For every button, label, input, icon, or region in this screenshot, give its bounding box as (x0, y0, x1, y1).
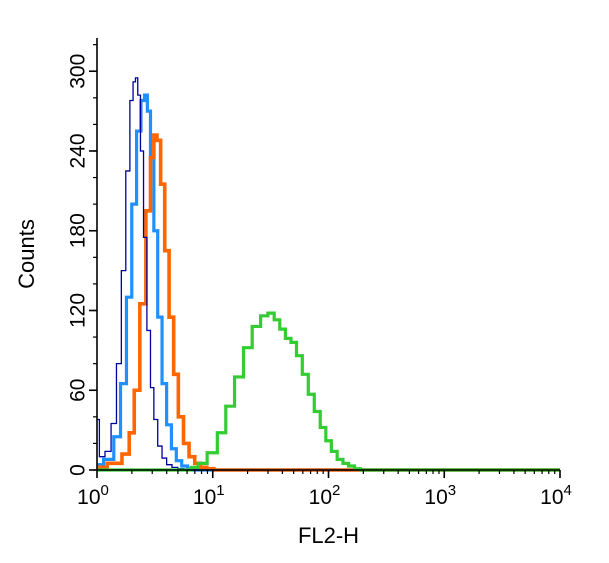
x-axis-ticks: 100 101 102 103 104 (77, 470, 572, 509)
y-tick-label: 0 (67, 464, 90, 476)
x-axis-label: FL2-H (298, 523, 359, 548)
x-tick-label: 102 (309, 482, 341, 509)
series-stained-sample-green (97, 311, 560, 472)
y-tick-label: 180 (67, 213, 90, 248)
x-tick-label: 104 (540, 482, 572, 509)
series-group (97, 77, 560, 472)
series-unstained-control-lightblue (97, 93, 560, 472)
x-tick-label: 103 (424, 482, 456, 509)
y-axis-ticks: 0 60 120 180 240 300 (67, 44, 97, 476)
y-axis-label: Counts (14, 219, 39, 289)
y-tick-label: 120 (67, 293, 90, 328)
x-tick-label: 100 (77, 482, 109, 509)
x-tick-label: 101 (193, 482, 225, 509)
y-tick-label: 240 (67, 133, 90, 168)
y-tick-label: 60 (67, 379, 90, 402)
y-tick-label: 300 (67, 54, 90, 89)
series-negative-control-navy-thin (97, 77, 560, 471)
